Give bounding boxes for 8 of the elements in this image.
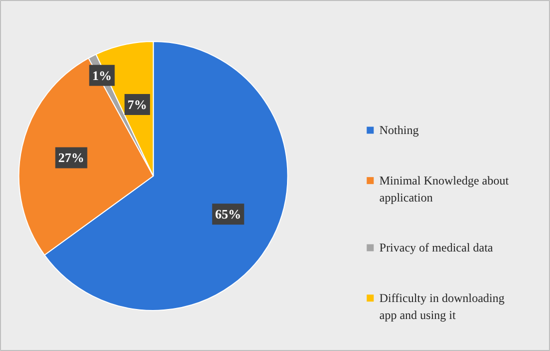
legend-label: Minimal Knowledge about application xyxy=(379,174,510,204)
legend-label: Difficulty in downloading app and using it xyxy=(379,291,504,322)
data-label: 27% xyxy=(58,150,84,166)
data-label: 1% xyxy=(92,68,112,83)
legend-label: Privacy of medical data xyxy=(379,240,494,255)
legend-label: Nothing xyxy=(379,123,419,138)
data-label: 65% xyxy=(215,206,242,222)
data-label: 7% xyxy=(128,97,148,112)
